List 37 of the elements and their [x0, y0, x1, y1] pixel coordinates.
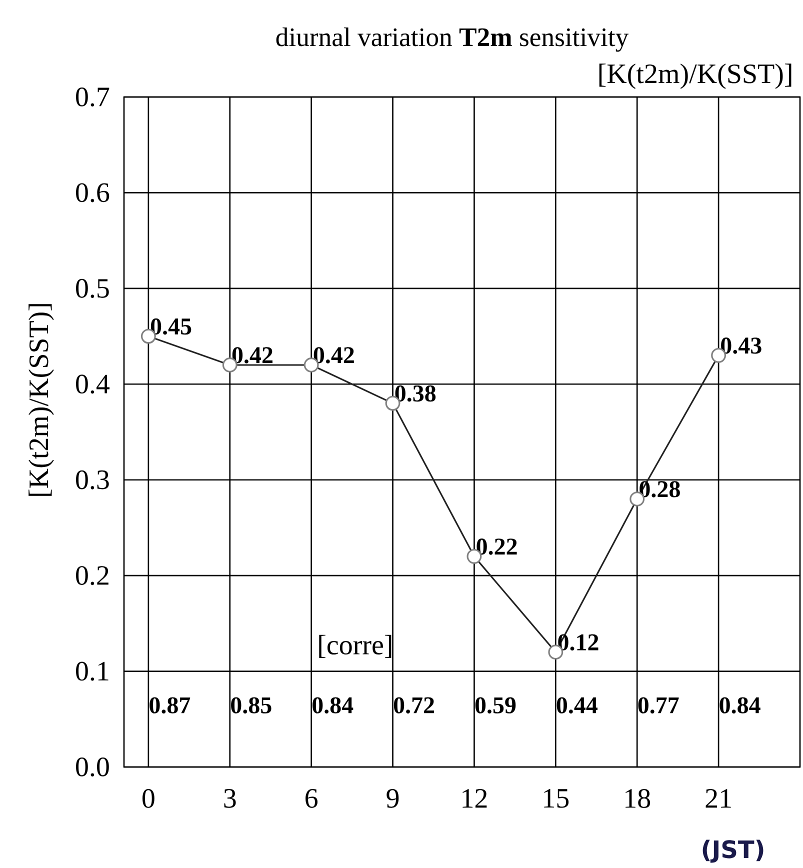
y-tick-label: 0.7 — [76, 88, 110, 107]
y-tick-label: 0.2 — [76, 566, 108, 586]
data-label: 0.43 — [721, 338, 762, 354]
data-label: 0.42 — [314, 347, 354, 364]
x-tick-label: 15 — [544, 789, 569, 808]
annotation: 0.72 — [394, 697, 434, 714]
annotation: 0.87 — [150, 697, 190, 714]
chart-subtitle: [K(t2m)/K(SST)] — [599, 64, 792, 89]
annotation: 0.84 — [312, 697, 354, 714]
y-tick-label: 0.3 — [76, 470, 109, 490]
x-tick-label: 18 — [626, 789, 650, 808]
y-tick-label: 0.6 — [76, 183, 110, 202]
y-tick-label: 0.1 — [76, 662, 108, 681]
data-label: 0.12 — [558, 634, 598, 651]
x-tick-label: 21 — [706, 789, 731, 808]
x-tick-label: 0 — [142, 789, 154, 808]
y-tick-label: 0.0 — [76, 757, 109, 777]
data-label: 0.42 — [232, 347, 272, 364]
annotation: 0.85 — [231, 697, 272, 714]
x-tick-label: 3 — [224, 789, 236, 808]
x-tick-label: 9 — [386, 789, 399, 808]
x-axis-title: (JST) — [702, 840, 764, 863]
y-tick-label: 0.5 — [76, 278, 109, 298]
annotation: 0.84 — [720, 697, 760, 714]
x-tick-label: 6 — [306, 789, 318, 808]
data-label: 0.38 — [395, 385, 436, 402]
data-label: 0.45 — [150, 318, 192, 335]
annotation: [corre] — [319, 634, 392, 658]
data-label: 0.22 — [476, 538, 517, 555]
chart-title: diurnal variation T2m sensitivity — [276, 27, 629, 52]
annotation: 0.77 — [638, 697, 679, 714]
y-axis-title: [K(t2m)/K(SST)] — [28, 304, 54, 496]
annotation: 0.59 — [475, 697, 516, 714]
y-tick-label: 0.4 — [76, 374, 110, 394]
annotation: 0.44 — [556, 697, 598, 714]
x-tick-label: 12 — [462, 789, 487, 808]
data-label: 0.28 — [640, 481, 680, 498]
